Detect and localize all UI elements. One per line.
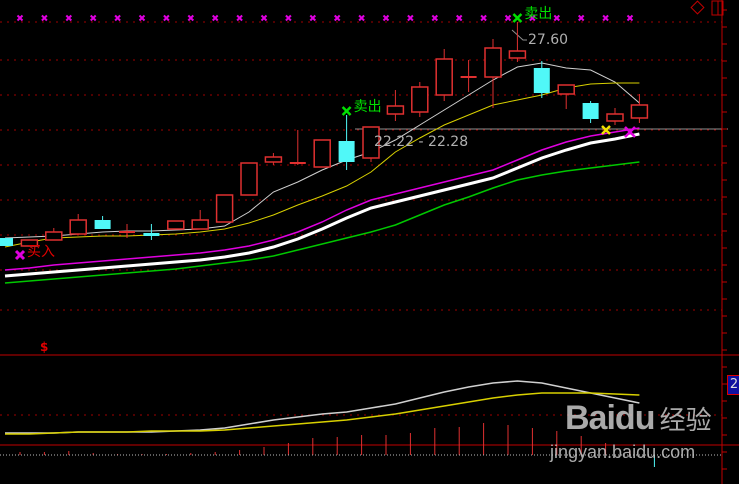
candle-up <box>484 47 502 78</box>
high-price-label: 27.60 <box>528 32 569 48</box>
marker-icon <box>41 14 48 22</box>
indicator-line-2 <box>5 392 640 435</box>
candle-up <box>69 219 87 235</box>
right-axis <box>721 0 727 484</box>
ma-lines <box>4 13 640 284</box>
sell-x-icon <box>512 13 523 23</box>
ma-line-ma3 <box>4 127 640 271</box>
candle-up <box>606 113 624 122</box>
buy-signal: 买入 <box>27 244 55 260</box>
marker-icon <box>236 14 243 22</box>
marker-icon <box>309 14 317 22</box>
grid <box>0 21 739 446</box>
candle-up <box>20 239 39 247</box>
candle-down <box>94 220 111 229</box>
ma-line-ma1 <box>4 62 640 239</box>
marker-icon <box>163 14 170 22</box>
candle-up <box>630 104 649 119</box>
marker-icon <box>455 14 463 22</box>
marker-icon <box>211 14 219 22</box>
candle-up <box>386 105 405 115</box>
marker-icon <box>114 14 121 22</box>
marker-icon <box>602 14 609 22</box>
watermark: Baidu 经验 jingyan.baidu.com <box>550 399 712 462</box>
marker-icon <box>504 14 512 22</box>
high-pointer <box>511 29 527 41</box>
marker-icon <box>187 14 195 22</box>
candle-down <box>533 68 550 93</box>
candle-down <box>582 103 599 119</box>
marker-icon <box>529 14 536 22</box>
marker-icon <box>577 14 585 22</box>
marker-icon <box>407 14 414 22</box>
marker-icon <box>285 14 292 22</box>
marker-icon <box>16 14 24 22</box>
marker-icon <box>65 14 73 22</box>
marker-icon <box>260 14 268 22</box>
marker-icon <box>138 14 146 22</box>
marker-icon <box>333 14 341 22</box>
candle-up <box>215 194 234 223</box>
marker-icon <box>89 14 97 22</box>
dollar-mark: $ <box>40 340 49 354</box>
sell-signal: 卖出 <box>353 99 382 115</box>
candle-up <box>167 220 185 230</box>
candle-up <box>45 231 63 241</box>
marker-icon <box>480 14 487 22</box>
marker-icon <box>553 14 561 22</box>
diamond-icon[interactable] <box>690 0 705 15</box>
marker-icon <box>626 14 634 22</box>
sell-x-icon <box>341 106 352 116</box>
candle-down <box>338 141 355 162</box>
panel-toggle-icon[interactable] <box>711 0 724 16</box>
candle-down <box>0 238 13 246</box>
candle-up <box>191 219 209 230</box>
candle-up <box>264 156 283 163</box>
top-markers <box>16 14 634 22</box>
buy-x-icon <box>14 249 26 261</box>
candle-down <box>143 233 160 236</box>
candle-up <box>508 50 527 59</box>
indicator-line-1 <box>5 380 640 434</box>
candle-up <box>313 139 331 168</box>
buy-x-icon <box>624 126 636 138</box>
candle-up <box>240 162 258 196</box>
ma-line-ma4 <box>4 132 640 278</box>
buy-x-icon <box>601 125 611 135</box>
candle-up <box>435 58 453 96</box>
candle-up <box>557 84 575 95</box>
ma-line-ma5 <box>4 161 640 284</box>
sell-signal: 卖出 <box>524 6 553 22</box>
marker-icon <box>431 14 439 22</box>
candles <box>0 22 649 247</box>
ma-line-ma2 <box>4 82 640 248</box>
indicator-panel <box>0 380 722 467</box>
marker-icon <box>382 14 390 22</box>
candle-up <box>411 86 429 113</box>
marker-icon <box>358 14 365 22</box>
candle-up <box>362 126 380 159</box>
axis-badge: 2 <box>727 375 739 395</box>
range-label: 22.22 - 22.28 <box>374 134 469 150</box>
